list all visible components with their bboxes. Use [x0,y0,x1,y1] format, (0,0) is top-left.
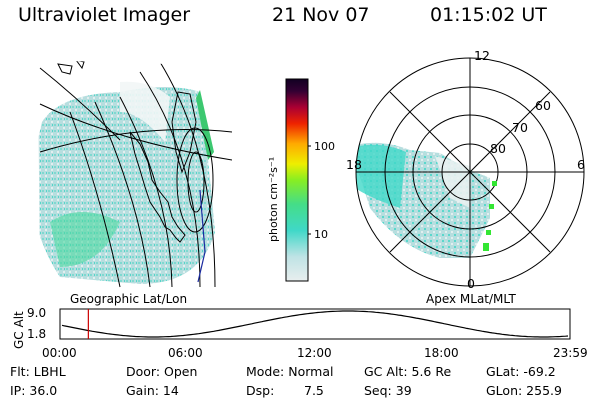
mlt-label-18: 18 [346,157,362,172]
altitude-ylabel: GC Alt [12,311,26,349]
xtick-23-59: 23:59 [553,346,588,360]
mlat-label-60: 60 [535,98,551,113]
instrument-title: Ultraviolet Imager [18,4,191,26]
mlt-label-12: 12 [474,48,490,63]
mlat-label-80: 80 [490,141,506,156]
mlt-label-0: 0 [467,276,475,291]
door-state: Door: Open [126,364,198,379]
mlt-label-6: 6 [577,157,585,172]
geo-longitude: GLon: 255.9 [486,383,562,398]
map-caption: Geographic Lat/Lon [70,292,188,306]
xtick-06-00: 06:00 [168,346,203,360]
flight-filter: Flt: LBHL [10,364,66,379]
ip-value: IP: 36.0 [10,383,58,398]
polar-caption: Apex MLat/MLT [426,292,516,306]
altitude-ytick-top: 9.0 [27,306,47,320]
xtick-18-00: 18:00 [424,346,459,360]
altitude-ytick-bottom: 1.8 [27,327,47,341]
colorbar-tick-10: 10 [314,228,328,241]
gc-altitude: GC Alt: 5.6 Re [364,364,452,379]
altitude-plot [59,308,571,340]
image-date: 21 Nov 07 [272,4,370,26]
image-time: 01:15:02 UT [430,4,547,26]
dsp-label: Dsp: [246,383,275,398]
xtick-00-00: 00:00 [42,346,77,360]
colorbar-unit-label: photon cm⁻²s⁻¹ [267,156,280,242]
gain-value: Gain: 14 [126,383,179,398]
geo-latitude: GLat: -69.2 [486,364,556,379]
altitude-trace [61,310,569,338]
dsp-value: 7.5 [304,383,324,398]
colorbar-tick-100: 100 [314,140,335,153]
intensity-colorbar [285,78,311,282]
sequence-number: Seq: 39 [364,383,412,398]
polar-mlat-mlt-image [355,57,585,287]
mlat-label-70: 70 [512,120,528,135]
mode-value: Mode: Normal [246,364,334,379]
geographic-map-image [38,60,232,288]
xtick-12-00: 12:00 [297,346,332,360]
